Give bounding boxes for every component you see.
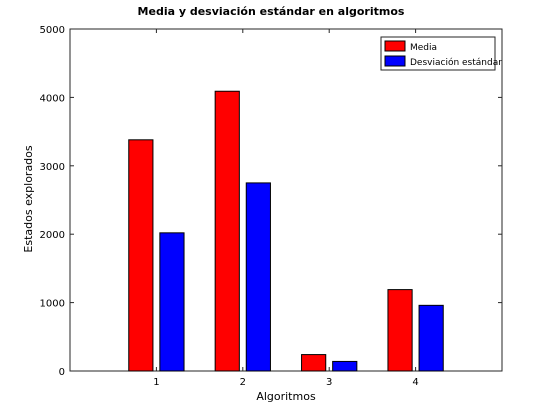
- legend-swatch-desviacion: [384, 55, 406, 67]
- bar-desviacion-1: [159, 232, 185, 372]
- legend: Media Desviación estándar: [380, 36, 502, 71]
- bar-media-1: [128, 139, 154, 372]
- y-tick-label: 0: [59, 367, 65, 378]
- x-tick-label: 4: [412, 377, 418, 388]
- y-tick-label: 1000: [40, 299, 65, 310]
- legend-label: Desviación estándar: [410, 57, 502, 68]
- x-tick-label: 1: [153, 377, 159, 388]
- y-tick-label: 2000: [40, 230, 65, 241]
- y-axis-label: Estados explorados: [22, 145, 35, 253]
- y-tick-label: 5000: [40, 25, 65, 36]
- bar-desviacion-2: [245, 182, 271, 372]
- bar-media-4: [387, 289, 413, 372]
- plot-area: 0 1000 2000 3000 4000 5000 1 2 3 4: [40, 25, 503, 388]
- y-tick-label: 4000: [40, 93, 65, 104]
- bar-desviacion-4: [418, 304, 444, 372]
- y-tick-label: 3000: [40, 162, 65, 173]
- legend-swatch-media: [384, 40, 406, 52]
- bar-media-3: [301, 354, 327, 372]
- bar-desviacion-3: [332, 360, 358, 372]
- x-tick-label: 2: [240, 377, 246, 388]
- chart-title: Media y desviación estándar en algoritmo…: [138, 5, 405, 18]
- x-tick-label: 3: [326, 377, 332, 388]
- plot-frame: [69, 28, 503, 372]
- bar-media-2: [214, 90, 240, 372]
- legend-label: Media: [410, 43, 437, 53]
- x-axis-label: Algoritmos: [256, 390, 316, 403]
